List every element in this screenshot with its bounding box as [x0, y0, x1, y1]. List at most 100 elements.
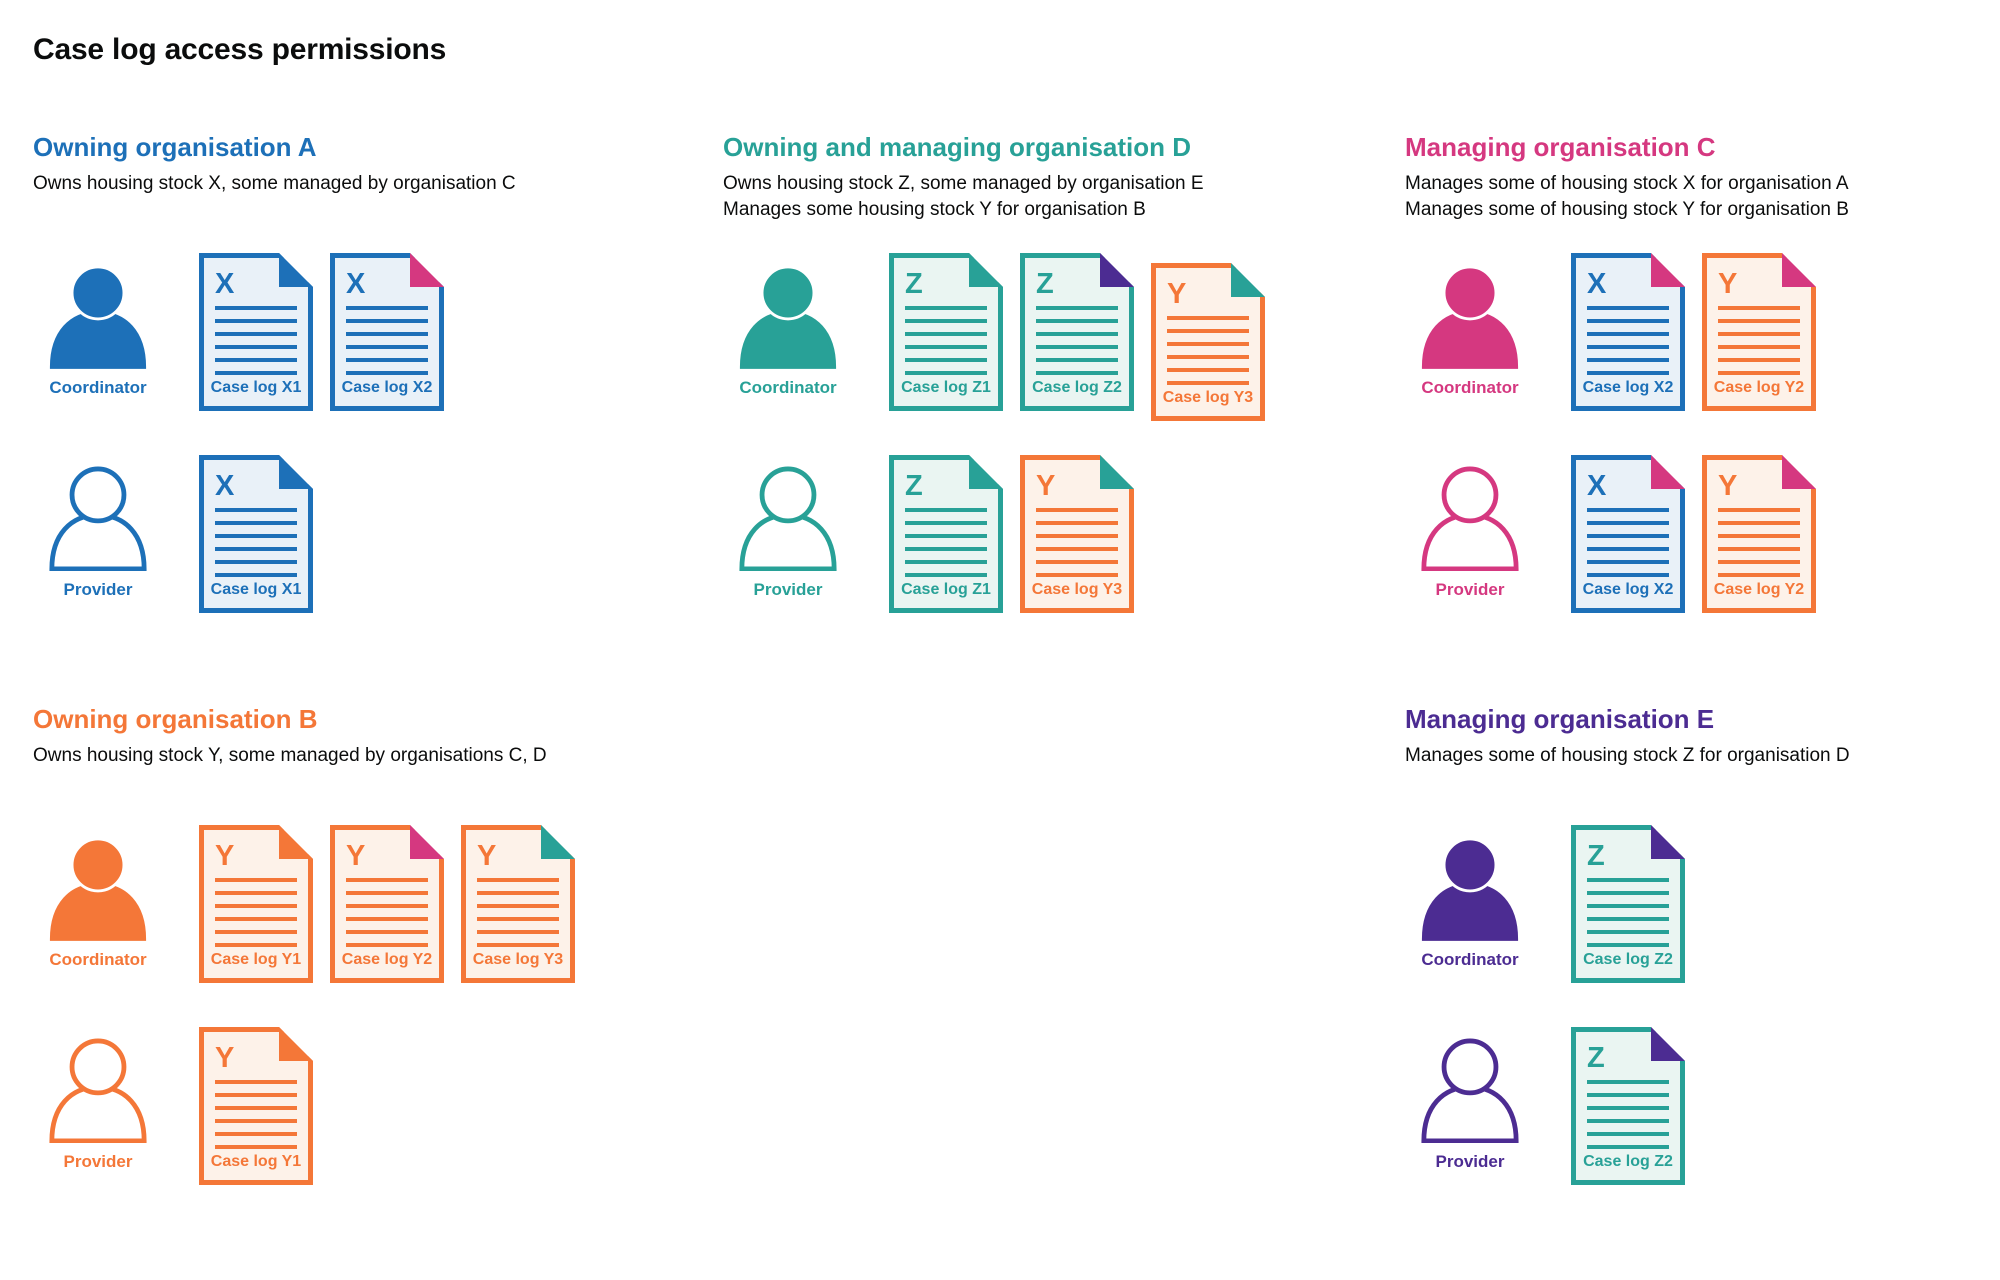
doc-stock-letter: Y: [215, 840, 235, 872]
doc-stock-letter: Y: [1718, 268, 1738, 300]
doc-text-line: [1036, 319, 1118, 323]
doc-text-lines: [1587, 878, 1669, 947]
doc-text-line: [346, 930, 428, 934]
doc-text-line: [1587, 1119, 1669, 1123]
doc-text-line: [215, 1093, 297, 1097]
case-log-label: Case log Z2: [1583, 951, 1673, 968]
case-log-docs: X Case log X1: [199, 455, 313, 613]
doc-stock-letter: X: [215, 268, 235, 300]
doc-text-line: [215, 319, 297, 323]
doc-text-line: [1587, 573, 1669, 577]
doc-text-line: [1587, 878, 1669, 882]
doc-text-line: [215, 1145, 297, 1149]
doc-text-line: [1587, 904, 1669, 908]
org-heading: Owning organisation B: [33, 704, 318, 734]
access-row-coordinator: Coordinator Z Case log Z1 Z Case log Z2 Y Case…: [723, 253, 1405, 421]
doc-text-line: [1718, 560, 1800, 564]
doc-text-line: [215, 345, 297, 349]
case-log-doc: Y Case log Y1: [199, 825, 313, 983]
doc-stock-letter: Z: [905, 470, 923, 502]
page-fold-icon: [410, 253, 444, 287]
doc-text-line: [1587, 930, 1669, 934]
doc-text-line: [215, 1119, 297, 1123]
org-heading: Owning organisation A: [33, 132, 317, 162]
doc-text-lines: [215, 508, 297, 577]
case-log-label: Case log X2: [1582, 581, 1674, 598]
doc-text-line: [346, 917, 428, 921]
doc-text-lines: [215, 878, 297, 947]
doc-stock-letter: Y: [1718, 470, 1738, 502]
permissions-diagram: Owning organisation A Owns housing stock …: [33, 131, 2000, 1185]
doc-text-lines: [1718, 306, 1800, 375]
doc-text-line: [346, 891, 428, 895]
page-fold-icon: [279, 825, 313, 859]
doc-text-line: [1718, 573, 1800, 577]
role-label: Provider: [753, 580, 823, 599]
doc-text-line: [1718, 345, 1800, 349]
role-label: Provider: [63, 580, 133, 599]
person-provider: Provider: [1405, 465, 1535, 600]
access-row-coordinator: Coordinator Z Case log Z2: [1405, 825, 1965, 983]
case-log-label: Case log Y1: [210, 1153, 302, 1170]
doc-text-line: [1587, 917, 1669, 921]
doc-text-line: [215, 534, 297, 538]
person-coordinator: Coordinator: [33, 835, 163, 970]
doc-text-line: [1718, 547, 1800, 551]
case-log-label: Case log Z1: [901, 379, 991, 396]
doc-stock-letter: Y: [346, 840, 366, 872]
page-fold-icon: [1100, 455, 1134, 489]
case-log-doc: Z Case log Z2: [1020, 253, 1134, 411]
doc-text-line: [477, 891, 559, 895]
doc-stock-letter: Y: [215, 1042, 235, 1074]
doc-text-line: [1587, 560, 1669, 564]
doc-text-line: [477, 917, 559, 921]
doc-text-lines: [215, 306, 297, 375]
doc-text-line: [477, 930, 559, 934]
doc-text-line: [477, 943, 559, 947]
org-description-line: Owns housing stock Z, some managed by or…: [723, 173, 1204, 194]
page-fold-icon: [969, 253, 1003, 287]
org-section-managing-organisation-c: Managing organisation C Manages some of h…: [1405, 131, 1965, 613]
org-section-owning-organisation-a: Owning organisation A Owns housing stock …: [33, 131, 723, 613]
doc-text-line: [905, 547, 987, 551]
case-log-docs: X Case log X2 Y Case log Y2: [1571, 455, 1816, 613]
doc-text-line: [215, 1106, 297, 1110]
page-fold-icon: [1782, 455, 1816, 489]
doc-text-line: [905, 345, 987, 349]
doc-text-line: [346, 358, 428, 362]
case-log-doc: X Case log X2: [330, 253, 444, 411]
case-log-label: Case log Y2: [1713, 379, 1805, 396]
diagram-column: Owning organisation A Owns housing stock …: [33, 131, 723, 1185]
doc-text-line: [477, 878, 559, 882]
org-description-line: Manages some of housing stock Z for orga…: [1405, 745, 1850, 766]
page-fold-icon: [1651, 455, 1685, 489]
doc-text-line: [1036, 306, 1118, 310]
doc-text-line: [1036, 508, 1118, 512]
org-description-line: Owns housing stock X, some managed by or…: [33, 173, 516, 194]
case-log-docs: Y Case log Y1 Y Case log Y2 Y Case log Y3: [199, 825, 575, 983]
person-coordinator: Coordinator: [1405, 835, 1535, 970]
doc-text-line: [346, 904, 428, 908]
doc-text-line: [1587, 891, 1669, 895]
case-log-doc: Y Case log Y3: [461, 825, 575, 983]
doc-text-line: [905, 332, 987, 336]
doc-text-line: [215, 943, 297, 947]
person-provider: Provider: [33, 465, 163, 600]
doc-text-lines: [477, 878, 559, 947]
doc-text-line: [1587, 306, 1669, 310]
case-log-docs: Z Case log Z2: [1571, 1027, 1685, 1185]
diagram-page: Case log access permissions Owning organ…: [33, 33, 2000, 1185]
case-log-doc: X Case log X2: [1571, 253, 1685, 411]
role-label: Provider: [63, 1152, 133, 1171]
doc-text-line: [1718, 332, 1800, 336]
page-fold-icon: [969, 455, 1003, 489]
doc-text-line: [1587, 1132, 1669, 1136]
person-provider: Provider: [33, 1037, 163, 1172]
doc-text-line: [1587, 943, 1669, 947]
role-label: Coordinator: [49, 378, 147, 397]
provider-person-icon: [33, 465, 163, 571]
access-row-coordinator: Coordinator X Case log X1 X Case log X2: [33, 253, 723, 411]
case-log-label: Case log X2: [341, 379, 433, 396]
doc-text-line: [1036, 573, 1118, 577]
org-section-owning-organisation-b: Owning organisation B Owns housing stock …: [33, 703, 723, 1185]
